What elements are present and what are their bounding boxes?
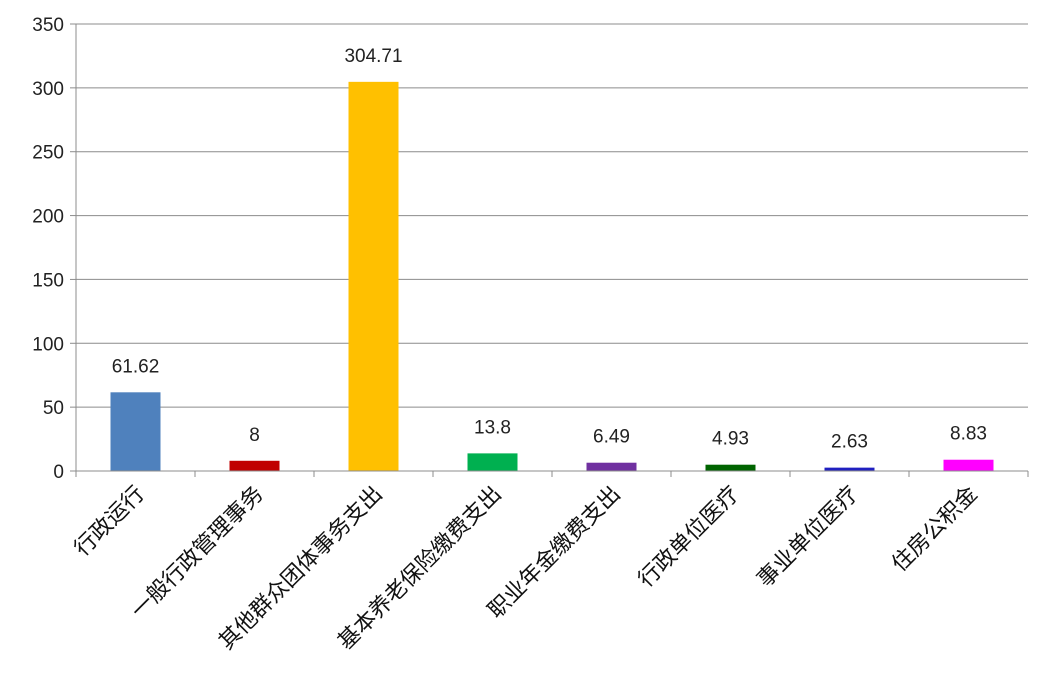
y-tick-label: 250 xyxy=(32,143,64,164)
bar xyxy=(467,453,518,471)
bar xyxy=(824,467,875,471)
data-label: 4.93 xyxy=(712,429,749,450)
y-tick-label: 300 xyxy=(32,79,64,100)
bars xyxy=(110,81,994,471)
y-tick-label: 200 xyxy=(32,207,64,228)
category-label: 事业单位医疗 xyxy=(753,482,864,593)
data-label: 8 xyxy=(249,425,260,446)
data-label: 61.62 xyxy=(112,356,160,377)
data-label: 304.71 xyxy=(344,46,402,67)
y-tick-label: 350 xyxy=(32,15,64,36)
bar xyxy=(943,459,994,471)
category-label: 一般行政管理事务 xyxy=(127,482,269,624)
bar xyxy=(586,462,637,471)
y-tick-label: 50 xyxy=(43,398,64,419)
axes xyxy=(70,23,1029,477)
bar xyxy=(229,460,280,471)
bar xyxy=(348,81,399,471)
bar xyxy=(705,464,756,471)
data-label: 6.49 xyxy=(593,427,630,448)
category-label: 职业年金缴费支出 xyxy=(484,482,626,624)
category-label: 行政单位医疗 xyxy=(634,482,745,593)
data-label: 8.83 xyxy=(950,424,987,445)
bar xyxy=(110,392,161,471)
y-tick-label: 150 xyxy=(32,270,64,291)
category-label: 行政运行 xyxy=(70,482,150,562)
data-label: 2.63 xyxy=(831,432,868,453)
labels: 0 50 100 150 200 250 300 350 61.62 行政运行 8 一般行政管理事务 3… xyxy=(32,15,987,655)
y-tick-label: 0 xyxy=(53,462,64,483)
y-tick-label: 100 xyxy=(32,334,64,355)
gridlines xyxy=(76,23,1028,408)
category-label: 住房公积金 xyxy=(887,482,982,577)
data-label: 13.8 xyxy=(474,417,511,438)
